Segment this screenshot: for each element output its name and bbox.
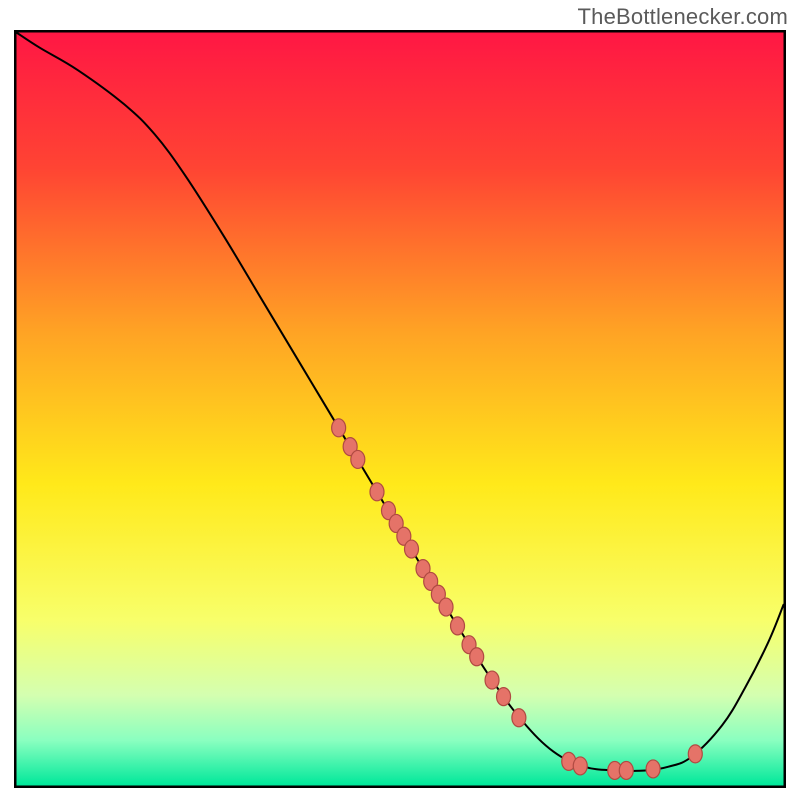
data-marker [485,671,499,689]
data-marker [405,540,419,558]
data-marker [646,760,660,778]
data-marker [512,709,526,727]
data-marker [351,450,365,468]
data-marker [451,617,465,635]
data-marker [497,688,511,706]
data-marker [470,648,484,666]
data-marker [688,745,702,763]
chart-plot [14,30,786,788]
chart-container: TheBottlenecker.com [0,0,800,800]
data-marker [370,483,384,501]
data-marker [573,757,587,775]
watermark-text: TheBottlenecker.com [578,4,788,30]
gradient-background [17,33,784,786]
data-marker [332,419,346,437]
data-marker [619,761,633,779]
data-marker [439,598,453,616]
